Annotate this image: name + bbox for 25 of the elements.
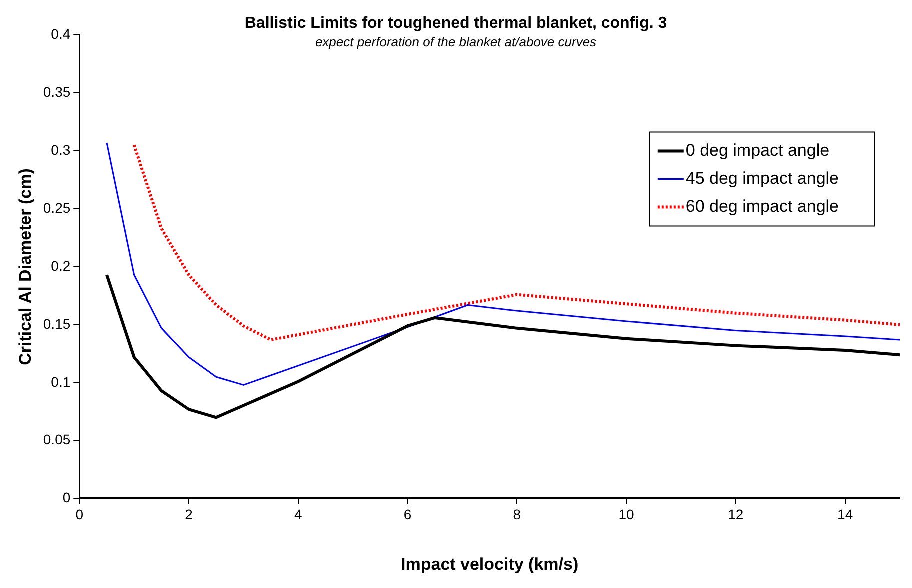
- y-tick-label: 0.25: [43, 200, 71, 216]
- x-tick-label: 14: [838, 506, 854, 523]
- y-tick-label: 0.15: [43, 316, 71, 332]
- x-tick-label: 0: [76, 506, 84, 523]
- chart-title: Ballistic Limits for toughened thermal blanket, config. 3: [244, 15, 668, 32]
- y-tick-label: 0.1: [51, 374, 71, 390]
- y-tick-label: 0: [62, 490, 71, 506]
- chart-subtitle: expect perforation of the blanket at/above curves: [315, 34, 598, 50]
- x-tick-label: 8: [513, 506, 522, 523]
- x-tick-label: 4: [294, 506, 303, 523]
- y-tick-label: 0.35: [43, 84, 71, 100]
- x-axis-title: Impact velocity (km/s): [401, 555, 579, 574]
- legend-label: 60 deg impact angle: [686, 196, 839, 216]
- x-tick-label: 10: [618, 506, 635, 523]
- y-tick-label: 0.2: [51, 258, 71, 274]
- y-tick-label: 0.3: [51, 142, 71, 158]
- legend-label: 0 deg impact angle: [686, 140, 830, 160]
- x-tick-label: 12: [728, 506, 744, 523]
- y-tick-label: 0.05: [43, 432, 71, 448]
- line-series: [132, 144, 900, 342]
- x-tick-label: 6: [404, 506, 412, 523]
- legend-label: 45 deg impact angle: [686, 168, 839, 188]
- x-tick-label: 2: [185, 506, 194, 523]
- y-tick-label: 0.4: [51, 26, 71, 42]
- y-axis-title: Critical Al Diameter (cm): [16, 168, 35, 366]
